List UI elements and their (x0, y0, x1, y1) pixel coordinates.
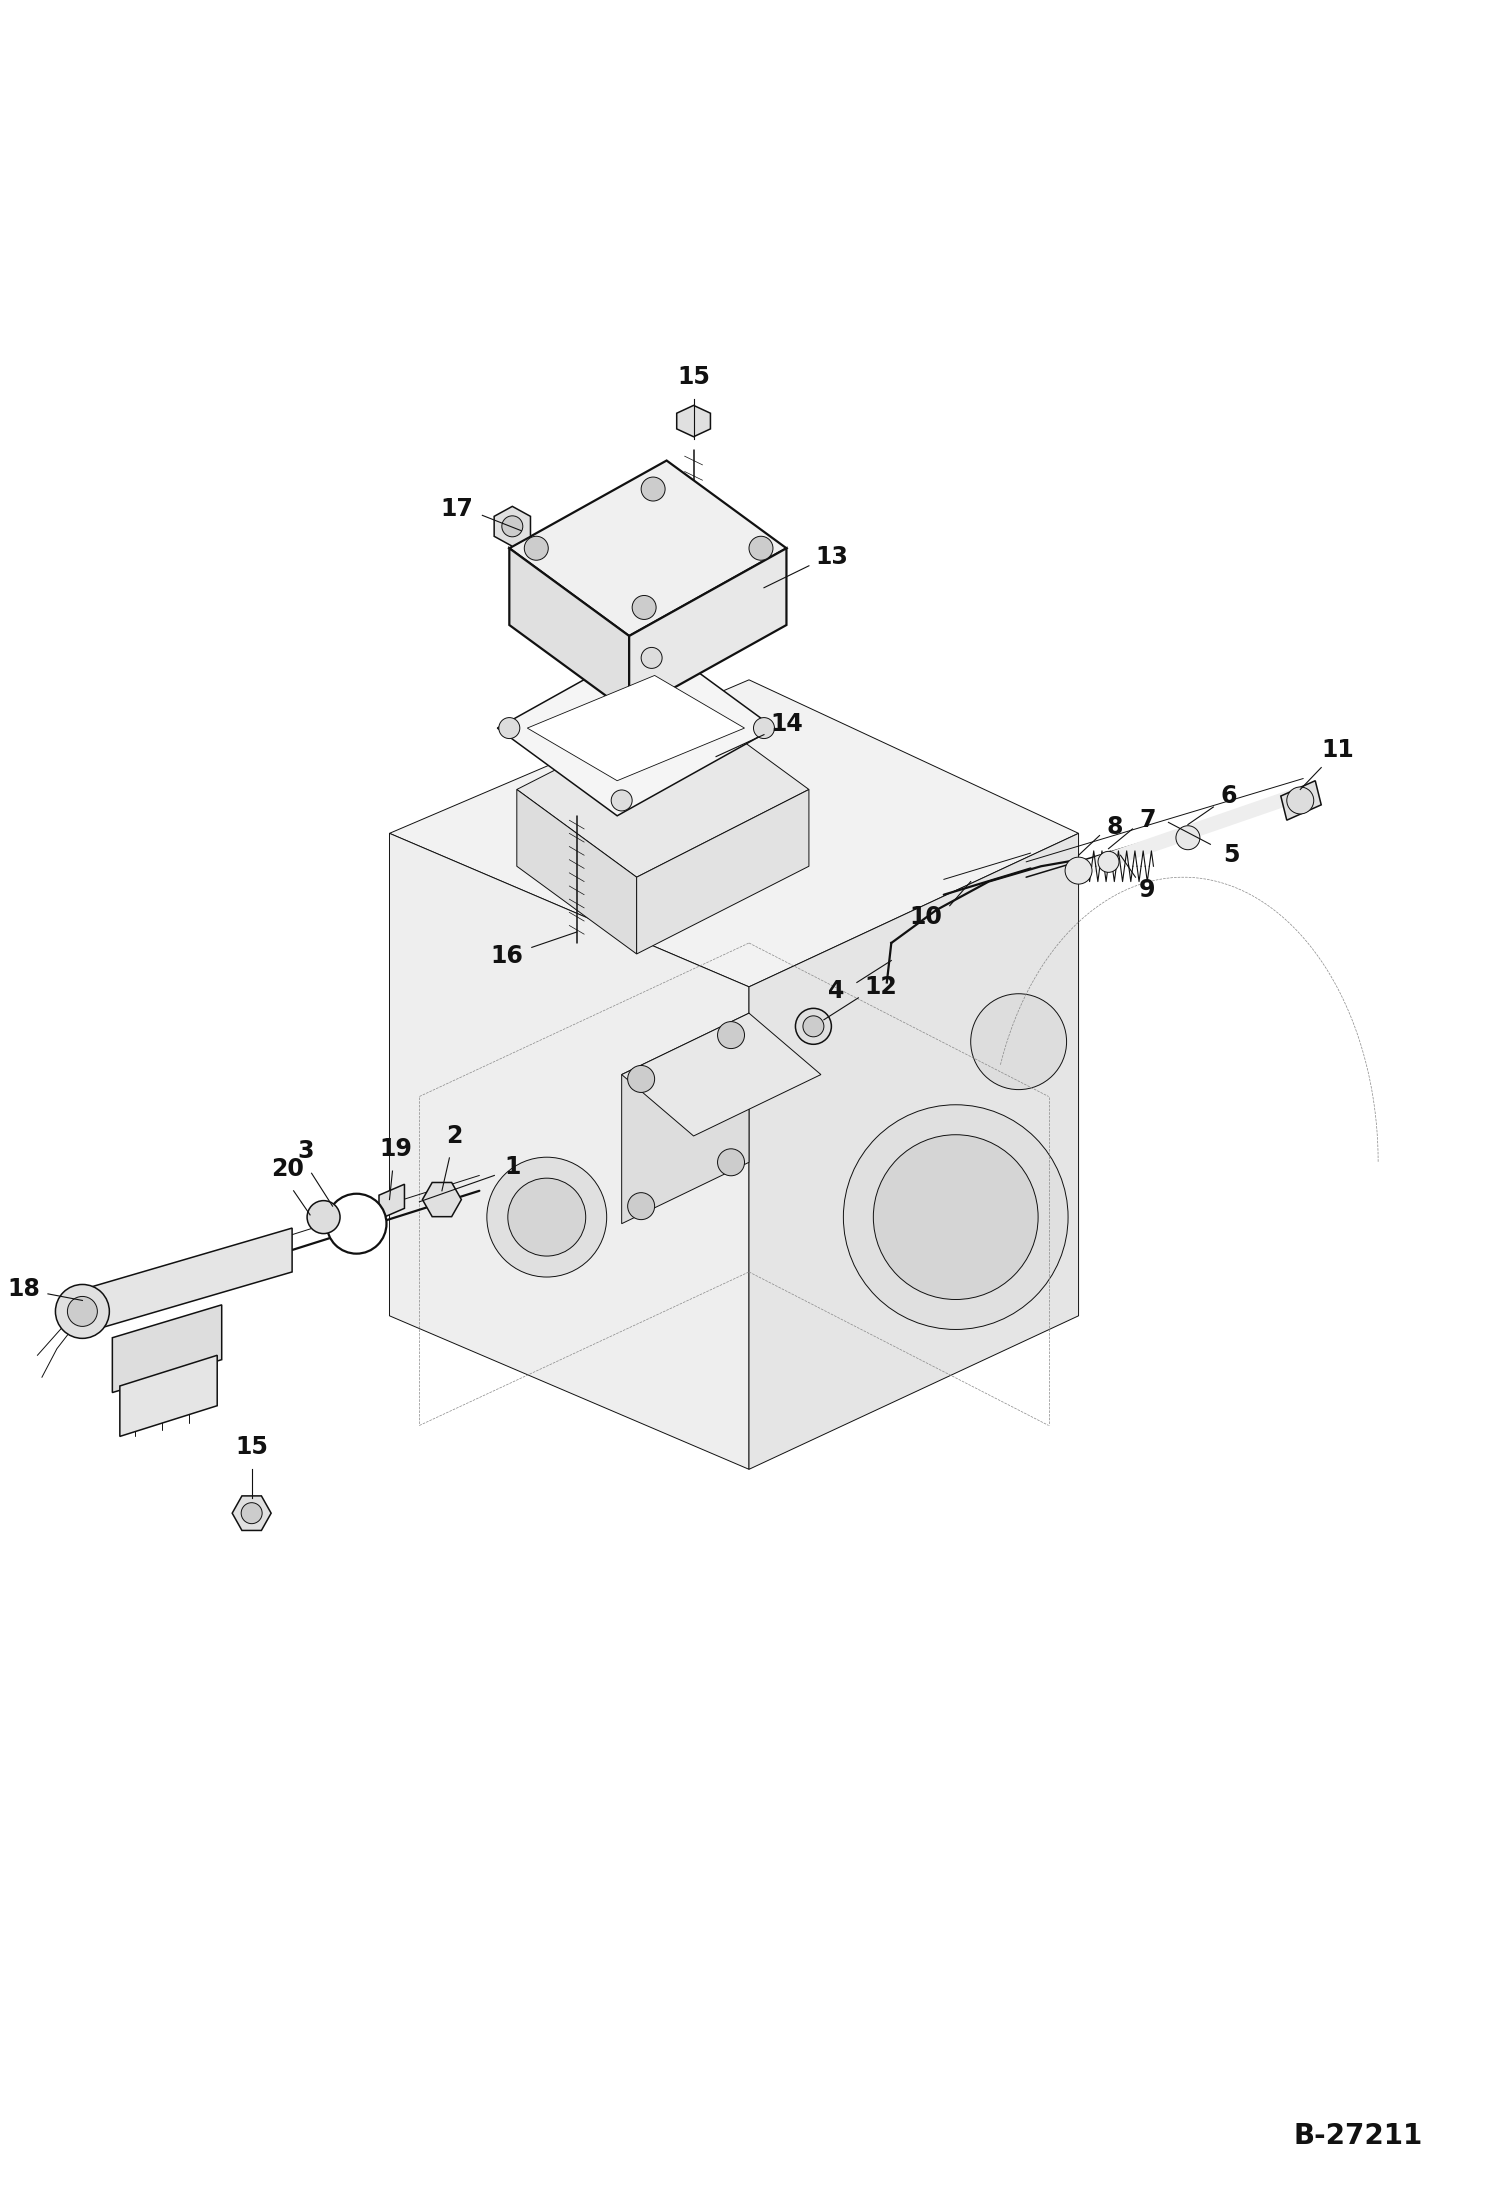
Polygon shape (622, 1013, 749, 1224)
Circle shape (524, 537, 548, 559)
Text: 7: 7 (1138, 809, 1156, 831)
Text: 5: 5 (1222, 844, 1240, 866)
Polygon shape (422, 1182, 461, 1217)
Polygon shape (1094, 785, 1303, 873)
Text: 16: 16 (490, 945, 523, 967)
Polygon shape (389, 680, 1079, 987)
Text: B-27211: B-27211 (1294, 2123, 1423, 2149)
Circle shape (753, 717, 774, 739)
Circle shape (1065, 857, 1092, 884)
Polygon shape (112, 1305, 222, 1393)
Text: 3: 3 (297, 1140, 315, 1162)
Circle shape (641, 647, 662, 669)
Text: 10: 10 (909, 906, 942, 928)
Circle shape (873, 1134, 1038, 1300)
Text: 2: 2 (446, 1125, 461, 1147)
Polygon shape (379, 1184, 404, 1219)
Text: 12: 12 (864, 976, 897, 998)
Polygon shape (622, 1013, 821, 1136)
Polygon shape (509, 548, 629, 713)
Circle shape (628, 1193, 655, 1219)
Circle shape (499, 717, 520, 739)
Text: 18: 18 (7, 1279, 40, 1300)
Polygon shape (517, 702, 809, 877)
Circle shape (795, 1009, 831, 1044)
Circle shape (1098, 851, 1119, 873)
Text: 4: 4 (828, 980, 843, 1002)
Circle shape (628, 1066, 655, 1092)
Polygon shape (82, 1228, 292, 1333)
Circle shape (632, 596, 656, 618)
Circle shape (718, 1022, 745, 1048)
Polygon shape (749, 833, 1079, 1469)
Circle shape (843, 1105, 1068, 1329)
Text: 13: 13 (815, 546, 848, 568)
Circle shape (508, 1178, 586, 1257)
Circle shape (749, 537, 773, 559)
Polygon shape (1281, 781, 1321, 820)
Text: 6: 6 (1219, 785, 1237, 807)
Text: 8: 8 (1106, 816, 1124, 838)
Circle shape (67, 1296, 97, 1327)
Text: 20: 20 (271, 1158, 304, 1180)
Text: 17: 17 (440, 498, 473, 520)
Circle shape (1287, 787, 1314, 814)
Circle shape (241, 1502, 262, 1524)
Polygon shape (517, 789, 637, 954)
Circle shape (502, 515, 523, 537)
Circle shape (307, 1200, 340, 1235)
Polygon shape (232, 1496, 271, 1531)
Circle shape (718, 1149, 745, 1175)
Text: 19: 19 (379, 1138, 412, 1160)
Text: 15: 15 (235, 1436, 268, 1458)
Circle shape (487, 1158, 607, 1276)
Polygon shape (497, 640, 774, 816)
Polygon shape (629, 548, 786, 713)
Text: 9: 9 (1138, 879, 1156, 901)
Circle shape (611, 789, 632, 811)
Text: 11: 11 (1321, 739, 1354, 761)
Text: 1: 1 (505, 1156, 520, 1178)
Circle shape (55, 1285, 109, 1338)
Circle shape (971, 993, 1067, 1090)
Polygon shape (677, 406, 710, 436)
Text: 14: 14 (770, 713, 803, 735)
Circle shape (327, 1193, 386, 1254)
Circle shape (641, 478, 665, 500)
Polygon shape (389, 833, 749, 1469)
Polygon shape (494, 507, 530, 546)
Circle shape (1176, 827, 1200, 849)
Polygon shape (509, 461, 786, 636)
Circle shape (803, 1015, 824, 1037)
Polygon shape (527, 675, 745, 781)
Polygon shape (637, 789, 809, 954)
Polygon shape (120, 1355, 217, 1436)
Text: 15: 15 (677, 366, 710, 388)
